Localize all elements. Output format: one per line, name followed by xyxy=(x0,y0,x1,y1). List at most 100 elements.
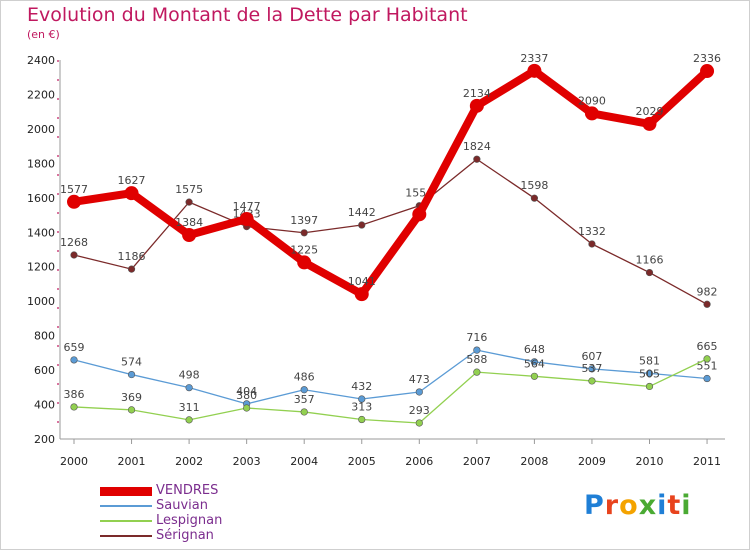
x-tick-label: 2004 xyxy=(290,455,318,468)
data-point xyxy=(182,228,197,243)
data-label: 2029 xyxy=(636,105,664,118)
data-point xyxy=(243,404,251,412)
x-tick-label: 2008 xyxy=(520,455,548,468)
data-label: 2337 xyxy=(520,52,548,65)
series-line-vendres xyxy=(70,66,712,299)
data-label: 1332 xyxy=(578,225,606,238)
data-point xyxy=(185,416,193,424)
data-point xyxy=(645,382,654,391)
data-point xyxy=(584,106,599,121)
data-label: 581 xyxy=(639,354,660,367)
y-tick-label: 1400 xyxy=(27,226,55,239)
y-tick-label: 1600 xyxy=(27,192,55,205)
data-point xyxy=(300,408,308,416)
data-point xyxy=(127,406,136,414)
data-label: 551 xyxy=(697,360,718,373)
logo-letter: x xyxy=(638,490,658,521)
legend-label: VENDRES xyxy=(156,483,219,498)
data-label: 564 xyxy=(524,357,545,370)
data-label: 498 xyxy=(179,369,200,382)
data-point xyxy=(700,64,715,79)
chart-unit: (en €) xyxy=(27,28,60,41)
data-label: 659 xyxy=(64,341,85,354)
data-point xyxy=(473,368,481,376)
y-tick-label: 600 xyxy=(34,364,55,377)
data-label: 1268 xyxy=(60,236,88,249)
data-point xyxy=(412,207,427,222)
data-point xyxy=(358,221,366,229)
data-point xyxy=(469,98,484,113)
data-label: 1824 xyxy=(463,140,491,153)
data-label: 380 xyxy=(236,389,257,402)
logo-letter: r xyxy=(604,490,620,521)
data-label: 1225 xyxy=(290,243,318,256)
data-point xyxy=(127,265,136,273)
data-label: 473 xyxy=(409,373,430,386)
legend-swatch xyxy=(100,505,152,507)
series-line-serignan xyxy=(73,158,708,305)
legend-label: Lespignan xyxy=(156,513,223,528)
legend-swatch xyxy=(100,535,152,537)
data-point xyxy=(70,356,78,364)
data-label: 2134 xyxy=(463,87,491,100)
data-point xyxy=(527,63,542,78)
data-point xyxy=(473,346,481,354)
data-label: 293 xyxy=(409,404,430,417)
data-point xyxy=(124,186,139,201)
data-point xyxy=(67,194,81,209)
data-label: 404 xyxy=(236,385,257,398)
legend-swatch xyxy=(100,487,152,496)
data-label: 982 xyxy=(697,285,718,298)
data-point xyxy=(300,229,308,237)
data-label: 607 xyxy=(581,350,602,363)
logo-letter: P xyxy=(584,490,605,521)
legend-label: Sauvian xyxy=(156,498,208,513)
logo-letter: i xyxy=(681,490,692,521)
series-line-lespignan xyxy=(73,358,708,424)
data-label: 2336 xyxy=(693,52,721,65)
data-point xyxy=(127,370,136,379)
data-point xyxy=(415,419,423,427)
data-label: 574 xyxy=(121,356,142,369)
data-label: 1442 xyxy=(348,206,376,219)
x-tick-label: 2000 xyxy=(60,455,88,468)
data-point xyxy=(185,384,193,392)
data-point xyxy=(588,365,596,373)
y-tick-label: 2400 xyxy=(27,54,55,67)
data-point xyxy=(354,287,369,302)
x-tick-label: 2011 xyxy=(693,455,721,468)
y-tick-label: 200 xyxy=(34,433,55,446)
y-tick-label: 1200 xyxy=(27,261,55,274)
x-tick-label: 2009 xyxy=(578,455,606,468)
logo-letter: o xyxy=(619,490,639,521)
data-point xyxy=(645,369,654,377)
data-point xyxy=(70,251,78,259)
data-label: 1384 xyxy=(175,216,203,229)
x-tick-label: 2010 xyxy=(636,455,664,468)
data-label: 716 xyxy=(466,331,487,344)
data-point xyxy=(358,415,366,424)
data-point xyxy=(300,386,308,394)
data-label: 1166 xyxy=(636,254,664,267)
logo-letter: i xyxy=(657,490,668,521)
data-label: 505 xyxy=(639,367,660,380)
data-label: 1577 xyxy=(60,183,88,196)
data-point xyxy=(358,395,366,403)
data-point xyxy=(530,372,539,380)
data-point xyxy=(70,403,78,411)
data-label: 1397 xyxy=(290,214,318,227)
data-label: 1575 xyxy=(175,183,203,196)
data-point xyxy=(588,377,596,385)
y-tick-label: 1800 xyxy=(27,157,55,170)
data-label: 486 xyxy=(294,371,315,384)
data-point xyxy=(588,240,596,248)
legend-swatch xyxy=(100,520,152,522)
data-label: 369 xyxy=(121,391,142,404)
y-tick-label: 2200 xyxy=(27,88,55,101)
y-tick-label: 2000 xyxy=(27,123,55,136)
y-tick-label: 1000 xyxy=(27,295,55,308)
data-point xyxy=(703,374,711,383)
chart-title: Evolution du Montant de la Dette par Hab… xyxy=(27,4,468,26)
data-label: 665 xyxy=(697,340,718,353)
